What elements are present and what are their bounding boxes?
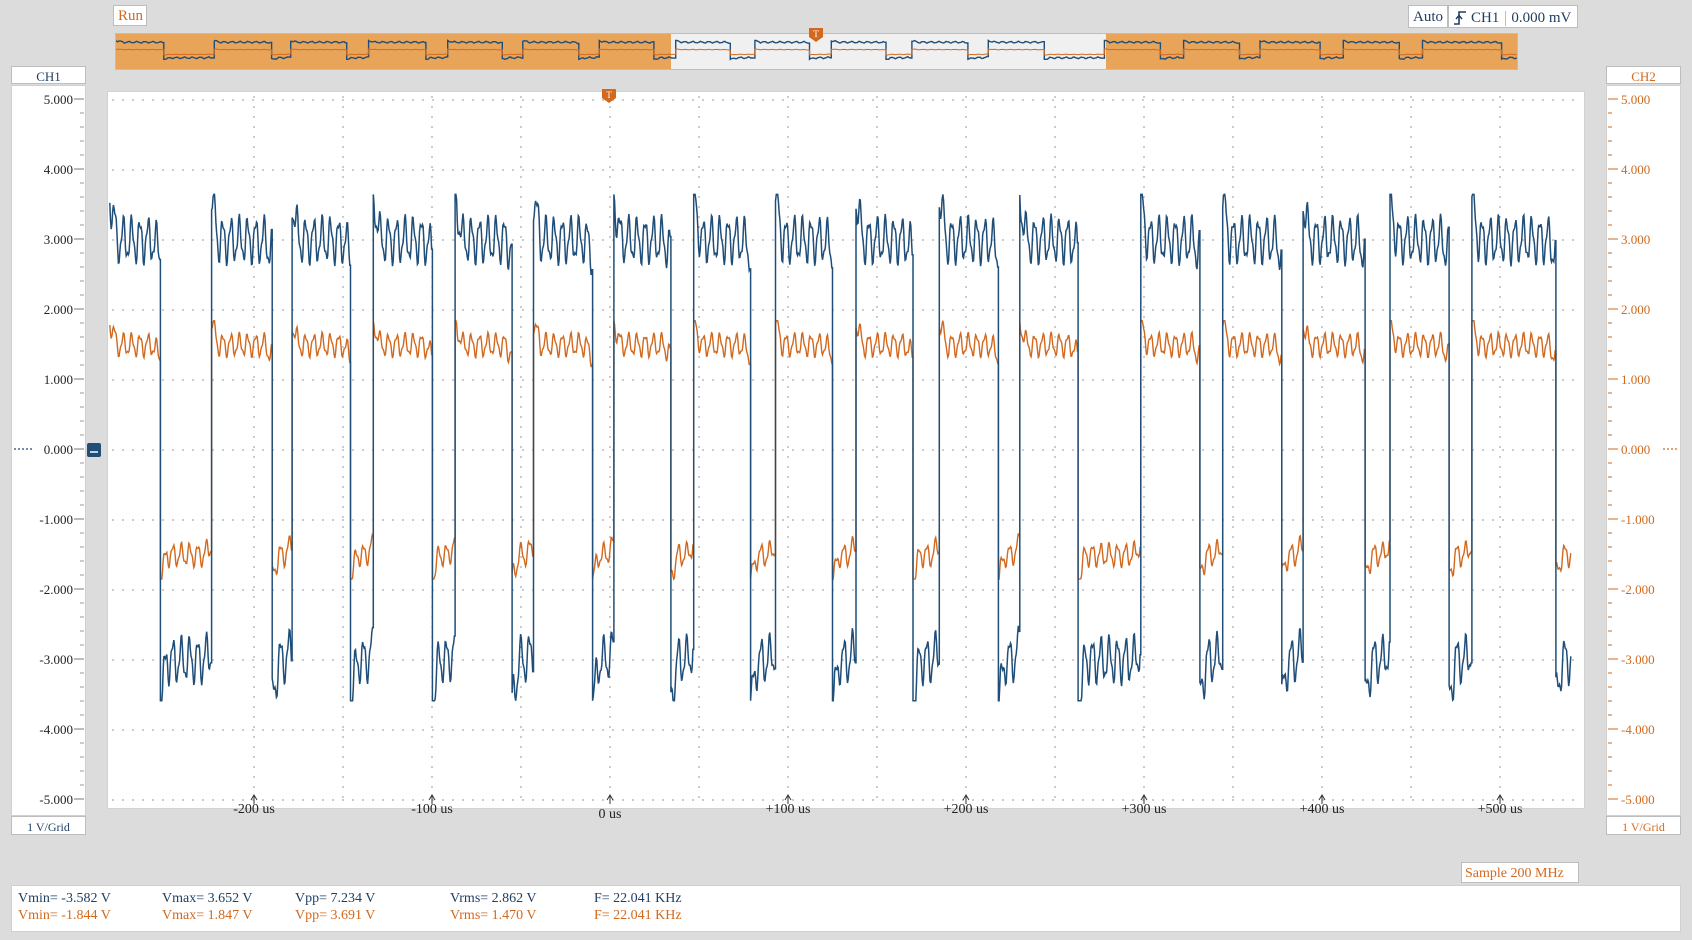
svg-text:T: T: [606, 90, 612, 100]
x-tick-mark: [962, 794, 970, 804]
x-tick-mark: [428, 794, 436, 804]
overview-shade-left: [116, 34, 671, 69]
ch2-vmin: Vmin= -1.844 V: [18, 908, 111, 923]
y-tick-label: 5.000: [44, 92, 73, 107]
y-tick-label: 0.000: [1621, 442, 1650, 457]
y-tick-label: -3.000: [1621, 652, 1655, 667]
ch1-vrms: Vrms= 2.862 V: [450, 891, 537, 906]
overview-ch2-trace: [115, 48, 1517, 56]
waveform-plot[interactable]: -200 us -100 us 0 us +100 us +200 us +300 us +…: [87, 89, 1585, 822]
ch1-trace: [109, 193, 1572, 703]
ch2-measurements: Vmin= -1.844 V Vmax= 1.847 V Vpp= 3.691 …: [12, 908, 1680, 925]
y-tick-label: 3.000: [1621, 232, 1650, 247]
y-tick-label: -3.000: [39, 652, 73, 667]
x-tick-mark: [1318, 794, 1326, 804]
ch2-axis-svg: 5.000 4.000 3.000 2.000 1.000 0.000 -1.000 -2.0…: [1608, 92, 1679, 807]
plot-trigger-marker-icon[interactable]: T: [602, 89, 616, 103]
ch2-vmax: Vmax= 1.847 V: [162, 908, 253, 923]
x-tick-mark: [784, 794, 792, 804]
y-tick-label: 0.000: [44, 442, 73, 457]
y-tick-label: -5.000: [1621, 792, 1655, 807]
y-tick-label: -2.000: [1621, 582, 1655, 597]
y-tick-label: 3.000: [44, 232, 73, 247]
y-tick-label: -2.000: [39, 582, 73, 597]
trigger-settings[interactable]: CH1 0.000 mV: [1448, 5, 1578, 28]
run-button[interactable]: Run: [113, 5, 147, 26]
y-tick-label: 1.000: [1621, 372, 1650, 387]
y-tick-label: 5.000: [1621, 92, 1650, 107]
ch1-label: CH1: [36, 69, 61, 84]
ch1-axis-svg: 5.000 4.000 3.000 2.000 1.000 0.000 -1.000 -2.0…: [14, 92, 84, 807]
ch2-vrms: Vrms= 1.470 V: [450, 908, 537, 923]
sample-rate-indicator[interactable]: Sample 200 MHz: [1461, 862, 1579, 883]
ch2-scale-text: 1 V/Grid: [1622, 820, 1665, 834]
x-tick-label: +500 us: [1478, 802, 1523, 817]
ch2-scale-label[interactable]: 1 V/Grid: [1606, 816, 1681, 835]
plot-svg: -200 us -100 us 0 us +100 us +200 us +300 us +…: [87, 89, 1580, 822]
ch1-vmin: Vmin= -3.582 V: [18, 891, 111, 906]
ch2-label: CH2: [1631, 69, 1656, 84]
ch1-vpp: Vpp= 7.234 V: [295, 891, 376, 906]
x-tick-label: +200 us: [944, 802, 989, 817]
ch1-frequency: F= 22.041 KHz: [594, 891, 682, 906]
y-tick-label: -1.000: [1621, 512, 1655, 527]
y-tick-label: 2.000: [1621, 302, 1650, 317]
y-tick-label: -5.000: [39, 792, 73, 807]
grid-horizontal: [112, 99, 1580, 801]
sample-rate-text: Sample 200 MHz: [1465, 866, 1564, 881]
x-axis-ticks: -200 us -100 us 0 us +100 us +200 us +300 us +…: [233, 794, 1523, 822]
overview-ch1-trace: [115, 39, 1518, 61]
ch1-offset-marker-icon[interactable]: [87, 443, 101, 457]
run-label: Run: [118, 8, 144, 24]
waveform-overview[interactable]: T: [115, 28, 1518, 70]
x-tick-mark: [1140, 794, 1148, 804]
ch2-vpp: Vpp= 3.691 V: [295, 908, 376, 923]
y-tick-label: 4.000: [44, 162, 73, 177]
y-tick-label: 1.000: [44, 372, 73, 387]
overview-trigger-marker-icon[interactable]: T: [809, 28, 823, 42]
ch2-header[interactable]: CH2: [1606, 66, 1681, 84]
ch1-measurements: Vmin= -3.582 V Vmax= 3.652 V Vpp= 7.234 …: [12, 891, 1680, 908]
ch1-vmax: Vmax= 3.652 V: [162, 891, 253, 906]
trigger-level[interactable]: 0.000 mV: [1505, 10, 1571, 26]
trigger-source[interactable]: CH1: [1471, 9, 1500, 26]
x-tick-label: +300 us: [1122, 802, 1167, 817]
x-tick-label: +100 us: [766, 802, 811, 817]
overview-svg: [115, 34, 1518, 69]
rising-edge-icon: [1454, 11, 1466, 25]
x-tick-label: 0 us: [599, 807, 622, 822]
ch2-trace: [109, 319, 1572, 581]
y-tick-label: -4.000: [39, 722, 73, 737]
auto-trigger-mode-button[interactable]: Auto: [1408, 5, 1448, 28]
x-tick-label: -100 us: [411, 802, 453, 817]
x-tick-label: +400 us: [1300, 802, 1345, 817]
x-tick-mark: [606, 794, 614, 804]
ch2-frequency: F= 22.041 KHz: [594, 908, 682, 923]
y-tick-label: 4.000: [1621, 162, 1650, 177]
overview-shade-right: [1106, 34, 1517, 69]
y-tick-label: -4.000: [1621, 722, 1655, 737]
ch2-axis-panel: 5.000 4.000 3.000 2.000 1.000 0.000 -1.000 -2.0…: [1606, 85, 1681, 816]
x-tick-mark: [250, 794, 258, 804]
ch1-scale-text: 1 V/Grid: [27, 820, 70, 834]
auto-label: Auto: [1413, 9, 1443, 25]
ch1-header[interactable]: CH1: [11, 66, 86, 84]
y-tick-label: -1.000: [39, 512, 73, 527]
x-tick-mark: [1496, 794, 1504, 804]
y-tick-label: 2.000: [44, 302, 73, 317]
ch1-axis-panel: 5.000 4.000 3.000 2.000 1.000 0.000 -1.000 -2.0…: [11, 85, 86, 816]
svg-text:T: T: [813, 29, 819, 39]
x-tick-label: -200 us: [233, 802, 275, 817]
measurements-panel: Vmin= -3.582 V Vmax= 3.652 V Vpp= 7.234 …: [11, 885, 1681, 932]
ch1-scale-label[interactable]: 1 V/Grid: [11, 816, 86, 835]
